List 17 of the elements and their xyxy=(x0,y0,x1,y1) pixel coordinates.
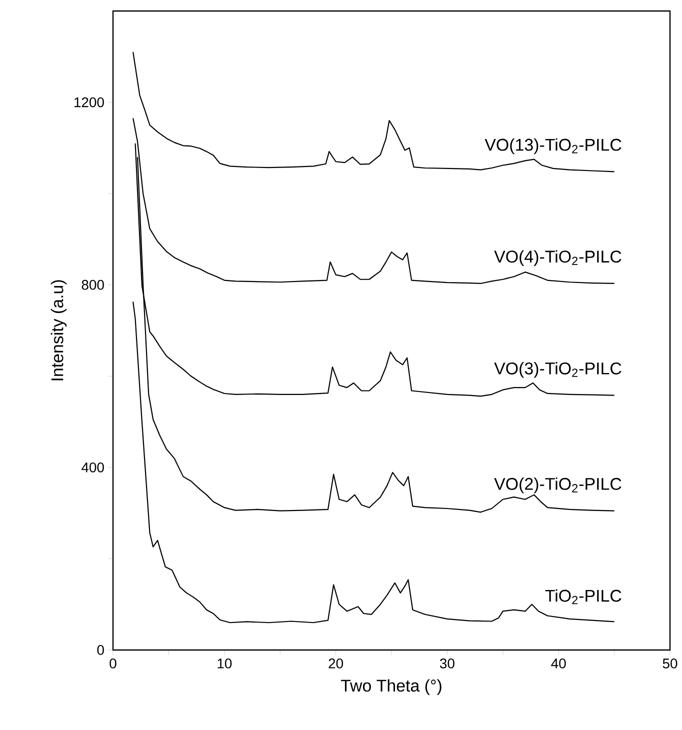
x-tick-label: 30 xyxy=(440,658,454,668)
x-tick-label: 10 xyxy=(218,658,232,668)
x-tick-label: 0 xyxy=(110,658,116,668)
y-tick-label: 400 xyxy=(82,462,104,472)
series-label: VO(4)-TiO$_{2}$-PILC xyxy=(494,250,622,266)
y-axis-title: Intensity (a.u) xyxy=(50,280,67,380)
x-tick-label: 20 xyxy=(328,658,344,668)
y-tick-label: 1200 xyxy=(74,97,104,108)
x-tick-label: 50 xyxy=(662,658,678,668)
series-label: VO(13)-TiO$_{2}$-PILC xyxy=(484,138,622,154)
y-tick-label: 0 xyxy=(97,645,104,655)
series-label: TiO$_{2}$-PILC xyxy=(545,589,622,604)
series-label: VO(3)-TiO$_{2}$-PILC xyxy=(494,362,622,378)
y-tick-label: 800 xyxy=(82,280,104,290)
x-tick-label: 40 xyxy=(551,658,566,668)
series-label: VO(2)-TiO$_{2}$-PILC xyxy=(494,477,622,494)
x-axis-title: Two Theta (°) xyxy=(340,679,442,696)
